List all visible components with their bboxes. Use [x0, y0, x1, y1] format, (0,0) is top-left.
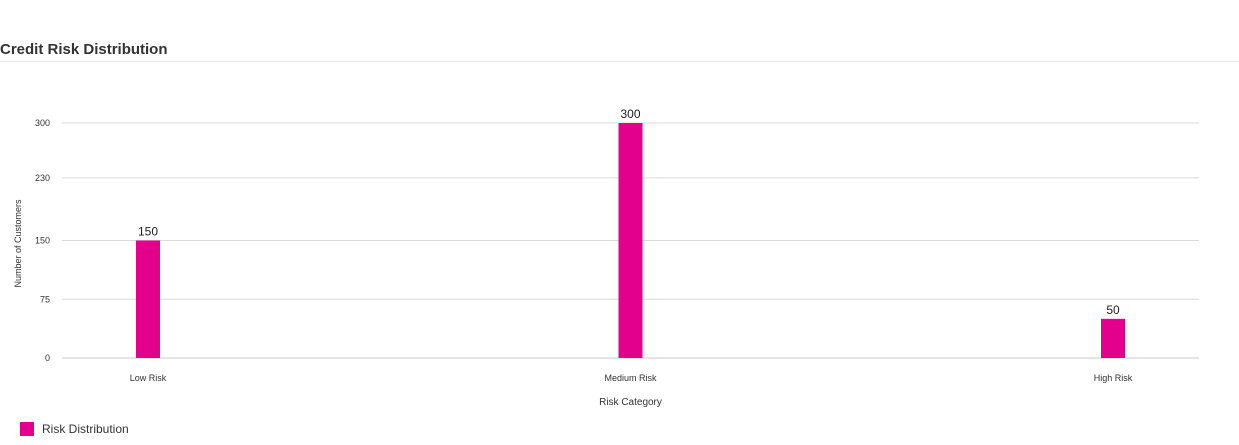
- data-labels: 150 300 50: [138, 107, 1120, 317]
- chart-header: Credit Risk Distribution: [0, 0, 1239, 62]
- x-tick-label: High Risk: [1094, 373, 1133, 383]
- x-axis-title: Risk Category: [599, 397, 662, 408]
- bars: [136, 123, 1125, 358]
- y-tick-label: 150: [35, 236, 50, 246]
- bar[interactable]: [618, 123, 643, 358]
- legend-swatch: [20, 422, 34, 436]
- data-label: 150: [138, 225, 158, 239]
- data-label: 300: [620, 107, 640, 121]
- x-tick-label: Medium Risk: [604, 373, 657, 383]
- y-tick-label: 0: [45, 353, 50, 363]
- x-tick-label: Low Risk: [130, 373, 167, 383]
- legend-label: Risk Distribution: [42, 422, 129, 436]
- y-tick-label: 300: [35, 118, 50, 128]
- y-tick-labels: 0 75 150 230 300: [35, 118, 50, 363]
- y-tick-label: 230: [35, 173, 50, 183]
- data-label: 50: [1106, 303, 1120, 317]
- y-tick-label: 75: [40, 294, 50, 304]
- chart-legend[interactable]: Risk Distribution: [20, 422, 129, 436]
- x-tick-labels: Low Risk Medium Risk High Risk: [130, 373, 1133, 383]
- bar[interactable]: [136, 240, 160, 359]
- page-title: Credit Risk Distribution: [0, 41, 168, 58]
- bar[interactable]: [1101, 318, 1125, 358]
- y-axis-title: Number of Customers: [13, 199, 23, 288]
